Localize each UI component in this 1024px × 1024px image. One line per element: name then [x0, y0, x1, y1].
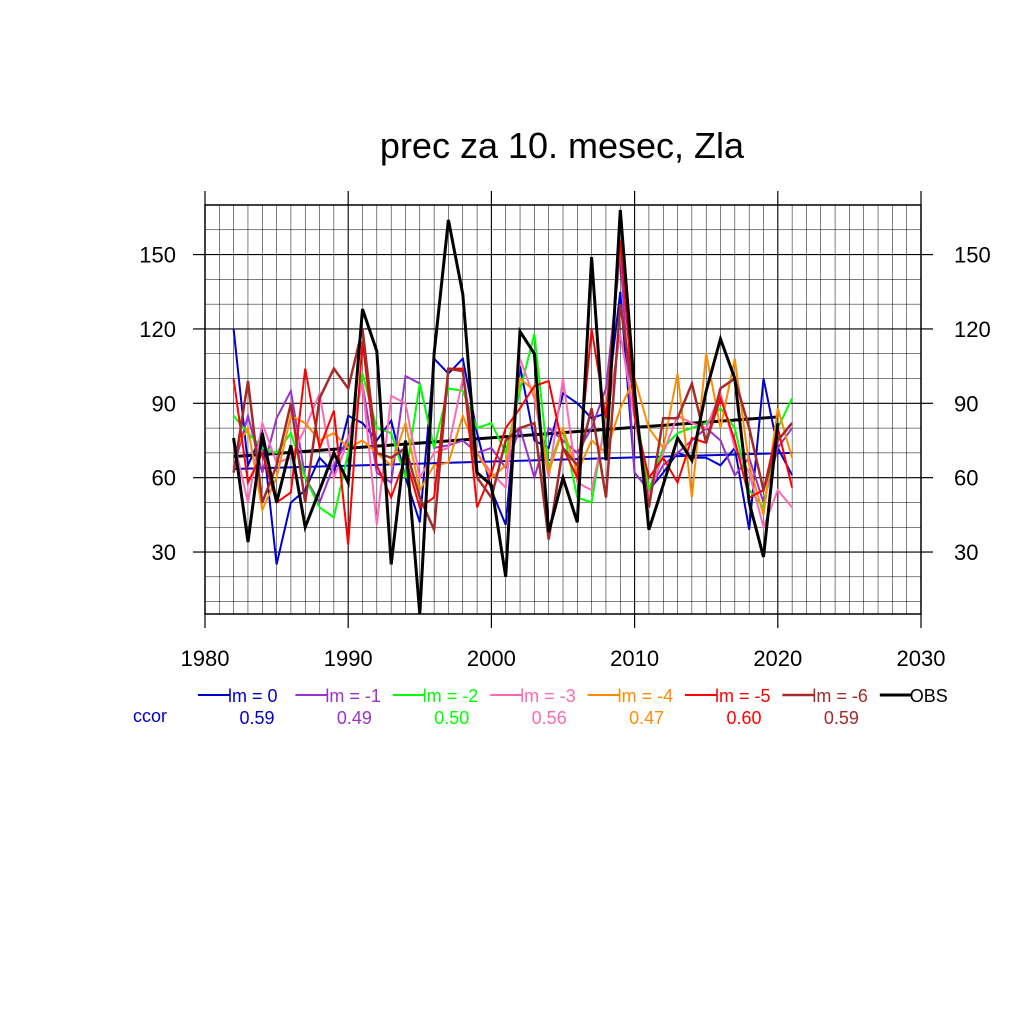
y-tick-label-left: 30: [152, 540, 176, 565]
y-tick-label-right: 90: [954, 391, 978, 416]
y-tick-label-right: 150: [954, 243, 991, 268]
legend-label: OBS: [910, 686, 948, 706]
y-tick-label-left: 120: [139, 317, 176, 342]
y-tick-label-left: 60: [152, 466, 176, 491]
y-tick-label-right: 30: [954, 540, 978, 565]
x-tick-label: 1980: [181, 646, 230, 671]
ccor-value: 0.59: [824, 708, 859, 728]
series-line: [232, 239, 794, 545]
ccor-value: 0.50: [434, 708, 469, 728]
trend-line: [233, 415, 778, 459]
y-tick-label-left: 90: [152, 391, 176, 416]
x-tick-label: 2010: [610, 646, 659, 671]
legend-label: lm = -6: [812, 686, 868, 706]
legend-label: lm = -4: [618, 686, 674, 706]
y-tick-label-right: 120: [954, 317, 991, 342]
series-lines: [232, 209, 794, 614]
chart-title: prec za 10. mesec, Zla: [380, 125, 745, 166]
series-line: [232, 209, 780, 614]
x-tick-label: 1990: [324, 646, 373, 671]
ccor-value: 0.47: [629, 708, 664, 728]
x-tick-label: 2000: [467, 646, 516, 671]
ccor-value: 0.49: [337, 708, 372, 728]
ccor-value: 0.59: [239, 708, 274, 728]
legend-label: lm = -5: [715, 686, 771, 706]
legend-label: lm = -1: [325, 686, 381, 706]
legend-label: lm = 0: [228, 686, 278, 706]
y-tick-label-right: 60: [954, 466, 978, 491]
axes: 1980 1990 2000 2010 2020 2030 30 30 60 60 90 90 120 1…: [139, 191, 991, 671]
y-tick-label-left: 150: [139, 243, 176, 268]
legend-label: lm = -2: [423, 686, 479, 706]
ccor-value: 0.56: [532, 708, 567, 728]
x-tick-label: 2030: [897, 646, 946, 671]
legend-label: lm = -3: [520, 686, 576, 706]
ccor-value: 0.60: [726, 708, 761, 728]
grid: [205, 205, 921, 614]
plot-frame: [204, 204, 922, 615]
ccor-label: ccor: [133, 706, 167, 726]
x-tick-label: 2020: [753, 646, 802, 671]
